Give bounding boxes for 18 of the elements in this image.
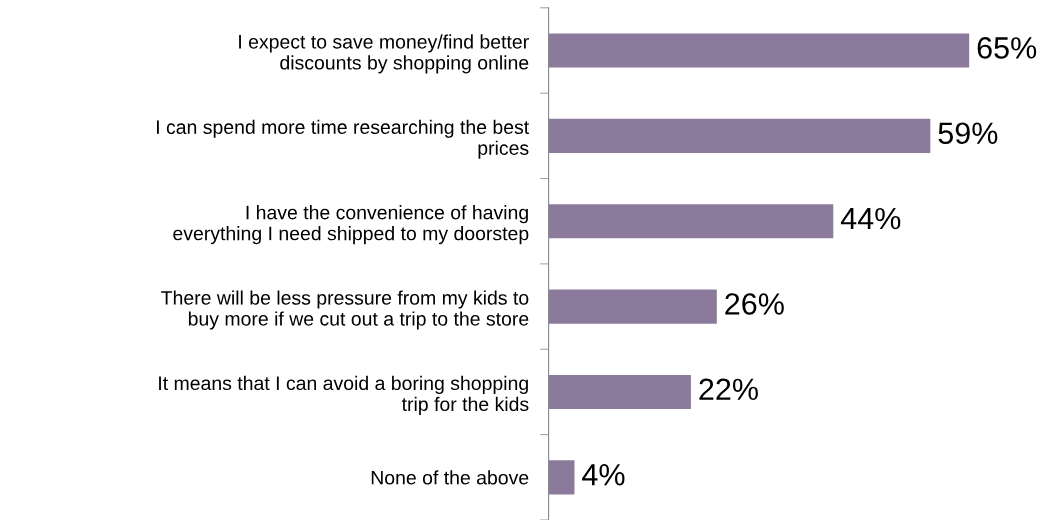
- bar: [548, 460, 575, 495]
- data-label: 4%: [582, 464, 625, 486]
- data-label: 26%: [725, 293, 784, 315]
- data-label: 44%: [840, 207, 901, 230]
- y-tick-label: None of the above: [371, 470, 529, 485]
- bar: [548, 204, 834, 239]
- data-label: 22%: [699, 378, 758, 401]
- y-tick-label: There will be less pressure from my kids to buy more if we cut out a trip to the store: [161, 290, 529, 330]
- y-tick-label: I can spend more time researching the best prices: [157, 119, 530, 159]
- data-label: 59%: [938, 122, 998, 145]
- bar: [548, 33, 970, 68]
- bar: [548, 289, 717, 324]
- data-label: 65%: [977, 37, 1037, 59]
- bar: [548, 118, 931, 153]
- y-tick-label: It means that I can avoid a boring shopping trip for the kids: [159, 375, 529, 415]
- y-tick-label: I expect to save money/find better discounts by shopping online: [239, 34, 529, 74]
- bar: [548, 374, 691, 410]
- y-tick-label: I have the convenience of having everything I need shipped to my doorstep: [173, 205, 529, 245]
